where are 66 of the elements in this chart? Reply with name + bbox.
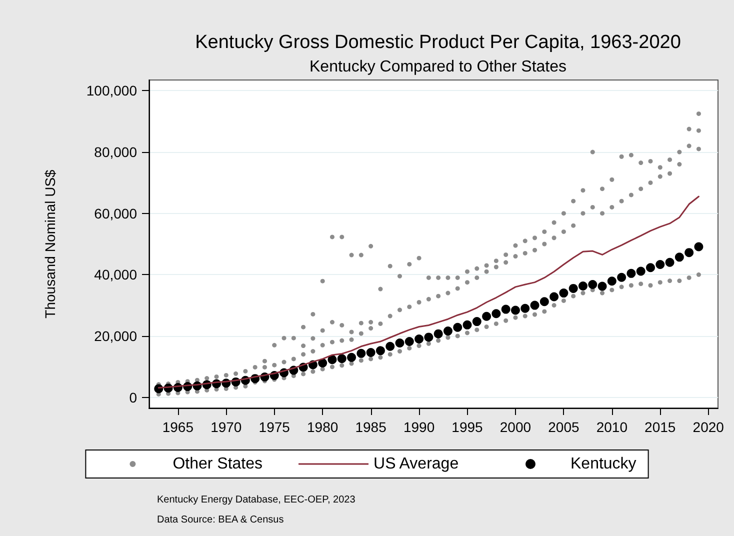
- y-tick-label: 60,000: [94, 205, 138, 222]
- point: [492, 309, 501, 318]
- point: [376, 346, 385, 356]
- point: [568, 284, 578, 293]
- y-tick-label: 100,000: [86, 82, 138, 99]
- point: [656, 260, 665, 270]
- point: [347, 352, 356, 362]
- y-tick-label: 40,000: [94, 266, 138, 283]
- y-tick-label: 80,000: [94, 144, 138, 160]
- point: [607, 276, 616, 286]
- x-tick-label: 1965: [162, 419, 194, 435]
- legend-label: Other States: [172, 456, 263, 472]
- chart-subtitle: Kentucky Compared to Other States: [309, 58, 567, 76]
- point: [482, 312, 492, 321]
- point: [684, 248, 694, 258]
- point: [386, 342, 395, 351]
- point: [540, 297, 549, 306]
- legend-label: Kentucky: [570, 456, 636, 472]
- x-tick-label: 1975: [258, 419, 290, 435]
- point: [617, 272, 626, 282]
- legend-label: US Average: [374, 456, 459, 472]
- point: [674, 252, 684, 262]
- point: [520, 304, 530, 313]
- x-tick-label: 1995: [452, 419, 484, 435]
- point: [559, 288, 568, 298]
- point: [510, 306, 520, 315]
- x-tick-label: 2000: [500, 419, 532, 435]
- point: [694, 242, 704, 252]
- x-tick-label: 1990: [403, 419, 435, 435]
- text: Kentucky Energy Database, EEC-OEP, 2023: [157, 494, 356, 506]
- point: [395, 338, 404, 348]
- x-tick-label: 2010: [596, 419, 628, 435]
- point: [472, 317, 482, 326]
- chart-title: Kentucky Gross Domestic Product Per Capita, 1963-2020: [195, 32, 681, 53]
- point: [366, 348, 376, 358]
- point: [414, 334, 424, 344]
- point: [578, 282, 588, 290]
- point: [636, 266, 646, 276]
- point: [462, 320, 472, 330]
- point: [530, 300, 540, 310]
- point: [356, 348, 366, 358]
- point: [443, 326, 452, 336]
- point: [550, 292, 559, 302]
- x-tick-label: 1970: [210, 419, 242, 435]
- x-tick-label: 2005: [548, 419, 580, 435]
- point: [337, 354, 346, 364]
- point: [434, 329, 443, 338]
- point: [646, 263, 655, 272]
- x-tick-label: 1985: [355, 419, 387, 435]
- y-tick-label: 0: [129, 389, 138, 406]
- point: [318, 358, 328, 368]
- point: [453, 322, 462, 332]
- point: [328, 355, 337, 364]
- y-tick-label: 20,000: [94, 328, 138, 344]
- source-note: Data Source: BEA & Census: [157, 514, 284, 526]
- x-tick-label: 1980: [307, 419, 338, 435]
- point: [404, 336, 414, 346]
- point: [598, 282, 607, 291]
- y-axis-title: Thousand Nominal US$: [42, 169, 58, 318]
- x-tick-label: 2015: [644, 419, 676, 435]
- point: [501, 304, 510, 314]
- point: [588, 280, 598, 289]
- point: [665, 258, 674, 267]
- point: [626, 268, 636, 278]
- x-tick-label: 2020: [692, 419, 724, 435]
- point: [424, 332, 434, 342]
